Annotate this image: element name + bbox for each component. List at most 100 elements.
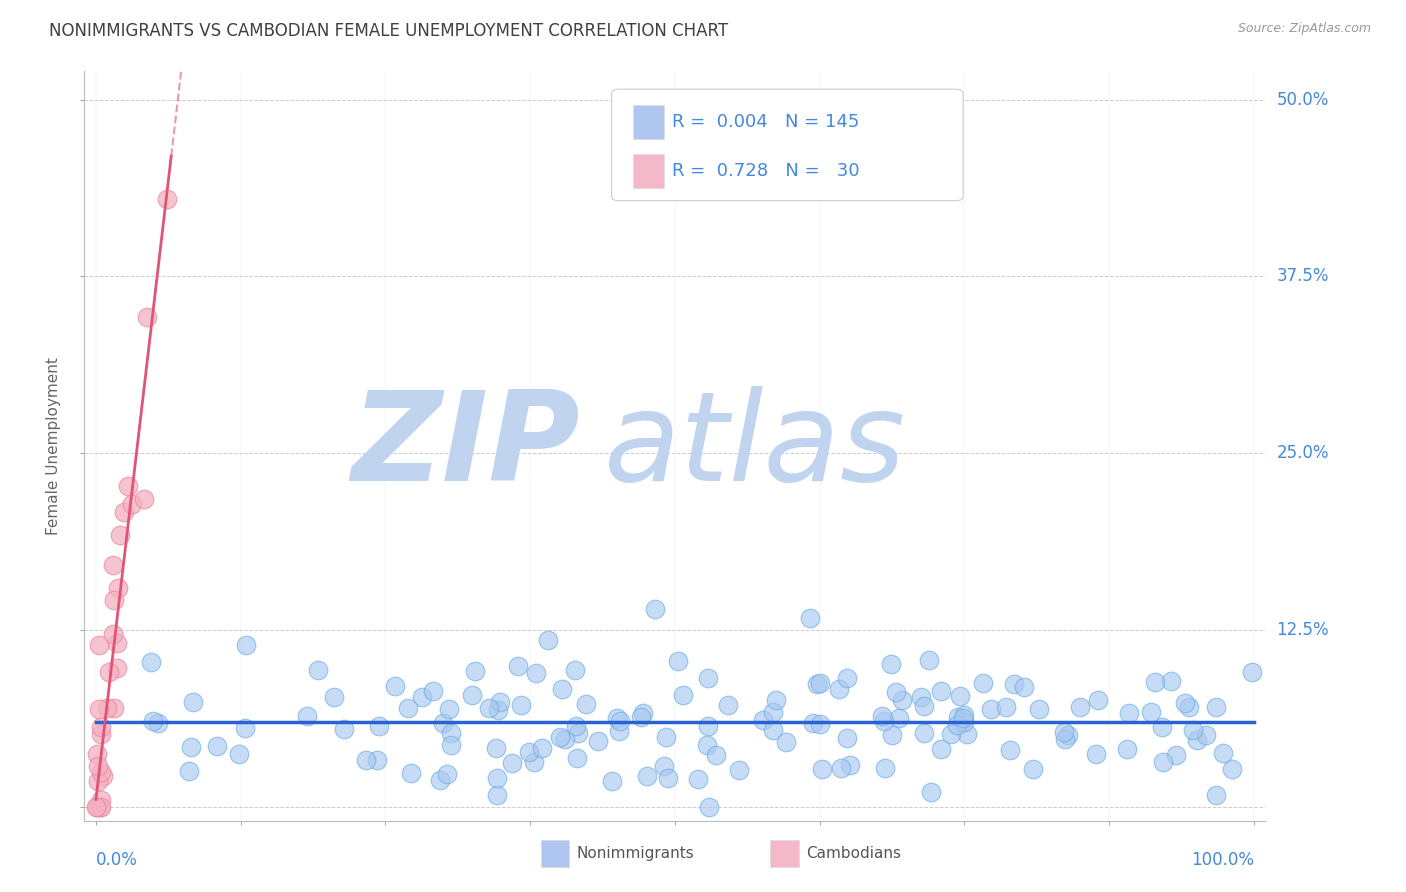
Point xyxy=(600,774,623,789)
Point xyxy=(461,688,484,702)
Point xyxy=(1085,747,1108,761)
Point xyxy=(440,726,463,740)
Point xyxy=(103,701,125,715)
Point xyxy=(121,496,143,510)
Point xyxy=(880,657,903,671)
Point xyxy=(1205,788,1227,802)
Point xyxy=(432,716,454,731)
Point xyxy=(697,672,720,686)
Point xyxy=(323,690,346,705)
Point xyxy=(464,665,486,679)
Text: 25.0%: 25.0% xyxy=(1277,444,1329,462)
Point xyxy=(384,680,406,694)
Point xyxy=(762,723,785,737)
Point xyxy=(233,721,256,735)
Point xyxy=(668,655,690,669)
Point xyxy=(1002,676,1025,690)
Point xyxy=(146,715,169,730)
Point xyxy=(567,726,589,740)
Point xyxy=(889,711,911,725)
Point xyxy=(697,719,720,733)
Point xyxy=(429,772,451,787)
Point xyxy=(156,192,179,206)
Point xyxy=(332,723,354,737)
Point xyxy=(551,681,574,696)
Point xyxy=(517,745,540,759)
Point xyxy=(884,685,907,699)
Point xyxy=(1144,674,1167,689)
Point xyxy=(806,677,828,691)
Point xyxy=(810,762,832,776)
Point xyxy=(103,593,125,607)
Point xyxy=(808,675,831,690)
Point xyxy=(97,665,120,679)
Point xyxy=(994,699,1017,714)
Point xyxy=(762,706,785,720)
Point xyxy=(142,714,165,728)
Point xyxy=(873,714,896,728)
Point xyxy=(478,700,501,714)
Point xyxy=(107,581,129,595)
Point xyxy=(440,738,463,752)
Point xyxy=(1222,762,1244,776)
Point xyxy=(912,699,935,714)
Point xyxy=(956,727,979,741)
Point xyxy=(929,684,952,698)
Point xyxy=(87,638,110,652)
Point xyxy=(510,698,533,713)
Point xyxy=(696,738,718,752)
Point xyxy=(1053,724,1076,739)
Point xyxy=(439,702,461,716)
Point xyxy=(90,727,112,741)
Point xyxy=(688,772,710,786)
Point xyxy=(586,733,609,747)
Point xyxy=(657,771,679,785)
Point xyxy=(654,758,676,772)
Point xyxy=(205,739,228,754)
Point xyxy=(101,627,124,641)
Point xyxy=(86,799,108,814)
Point xyxy=(835,671,858,685)
Point xyxy=(890,693,912,707)
Point xyxy=(422,683,444,698)
Point xyxy=(105,661,128,675)
Point xyxy=(537,632,560,647)
Point xyxy=(1195,728,1218,742)
Point xyxy=(872,709,894,723)
Point xyxy=(920,785,942,799)
Point xyxy=(228,747,250,761)
Point xyxy=(1054,731,1077,746)
Point xyxy=(1177,700,1199,714)
Point xyxy=(1056,728,1078,742)
Text: Source: ZipAtlas.com: Source: ZipAtlas.com xyxy=(1237,22,1371,36)
Point xyxy=(1240,665,1263,679)
Point xyxy=(672,689,695,703)
Point xyxy=(655,730,678,744)
Point xyxy=(727,764,749,778)
Point xyxy=(101,558,124,573)
Point xyxy=(808,716,831,731)
Point xyxy=(308,663,330,677)
Text: NONIMMIGRANTS VS CAMBODIAN FEMALE UNEMPLOYMENT CORRELATION CHART: NONIMMIGRANTS VS CAMBODIAN FEMALE UNEMPL… xyxy=(49,22,728,40)
Point xyxy=(998,743,1021,757)
Point xyxy=(939,727,962,741)
Point xyxy=(488,695,510,709)
Text: 37.5%: 37.5% xyxy=(1277,268,1329,285)
Point xyxy=(565,751,588,765)
Point xyxy=(1118,706,1140,721)
Point xyxy=(631,706,654,720)
Point xyxy=(910,690,932,704)
Point xyxy=(880,728,903,742)
Point xyxy=(839,758,862,772)
Point xyxy=(574,697,596,711)
Point xyxy=(918,652,941,666)
Text: R =  0.004   N = 145: R = 0.004 N = 145 xyxy=(672,113,859,131)
Text: atlas: atlas xyxy=(605,385,905,507)
Text: 50.0%: 50.0% xyxy=(1277,91,1329,109)
Point xyxy=(980,701,1002,715)
Point xyxy=(90,764,112,779)
Point xyxy=(117,478,139,492)
Point xyxy=(486,788,509,802)
Point xyxy=(609,714,631,729)
Point xyxy=(717,698,740,713)
